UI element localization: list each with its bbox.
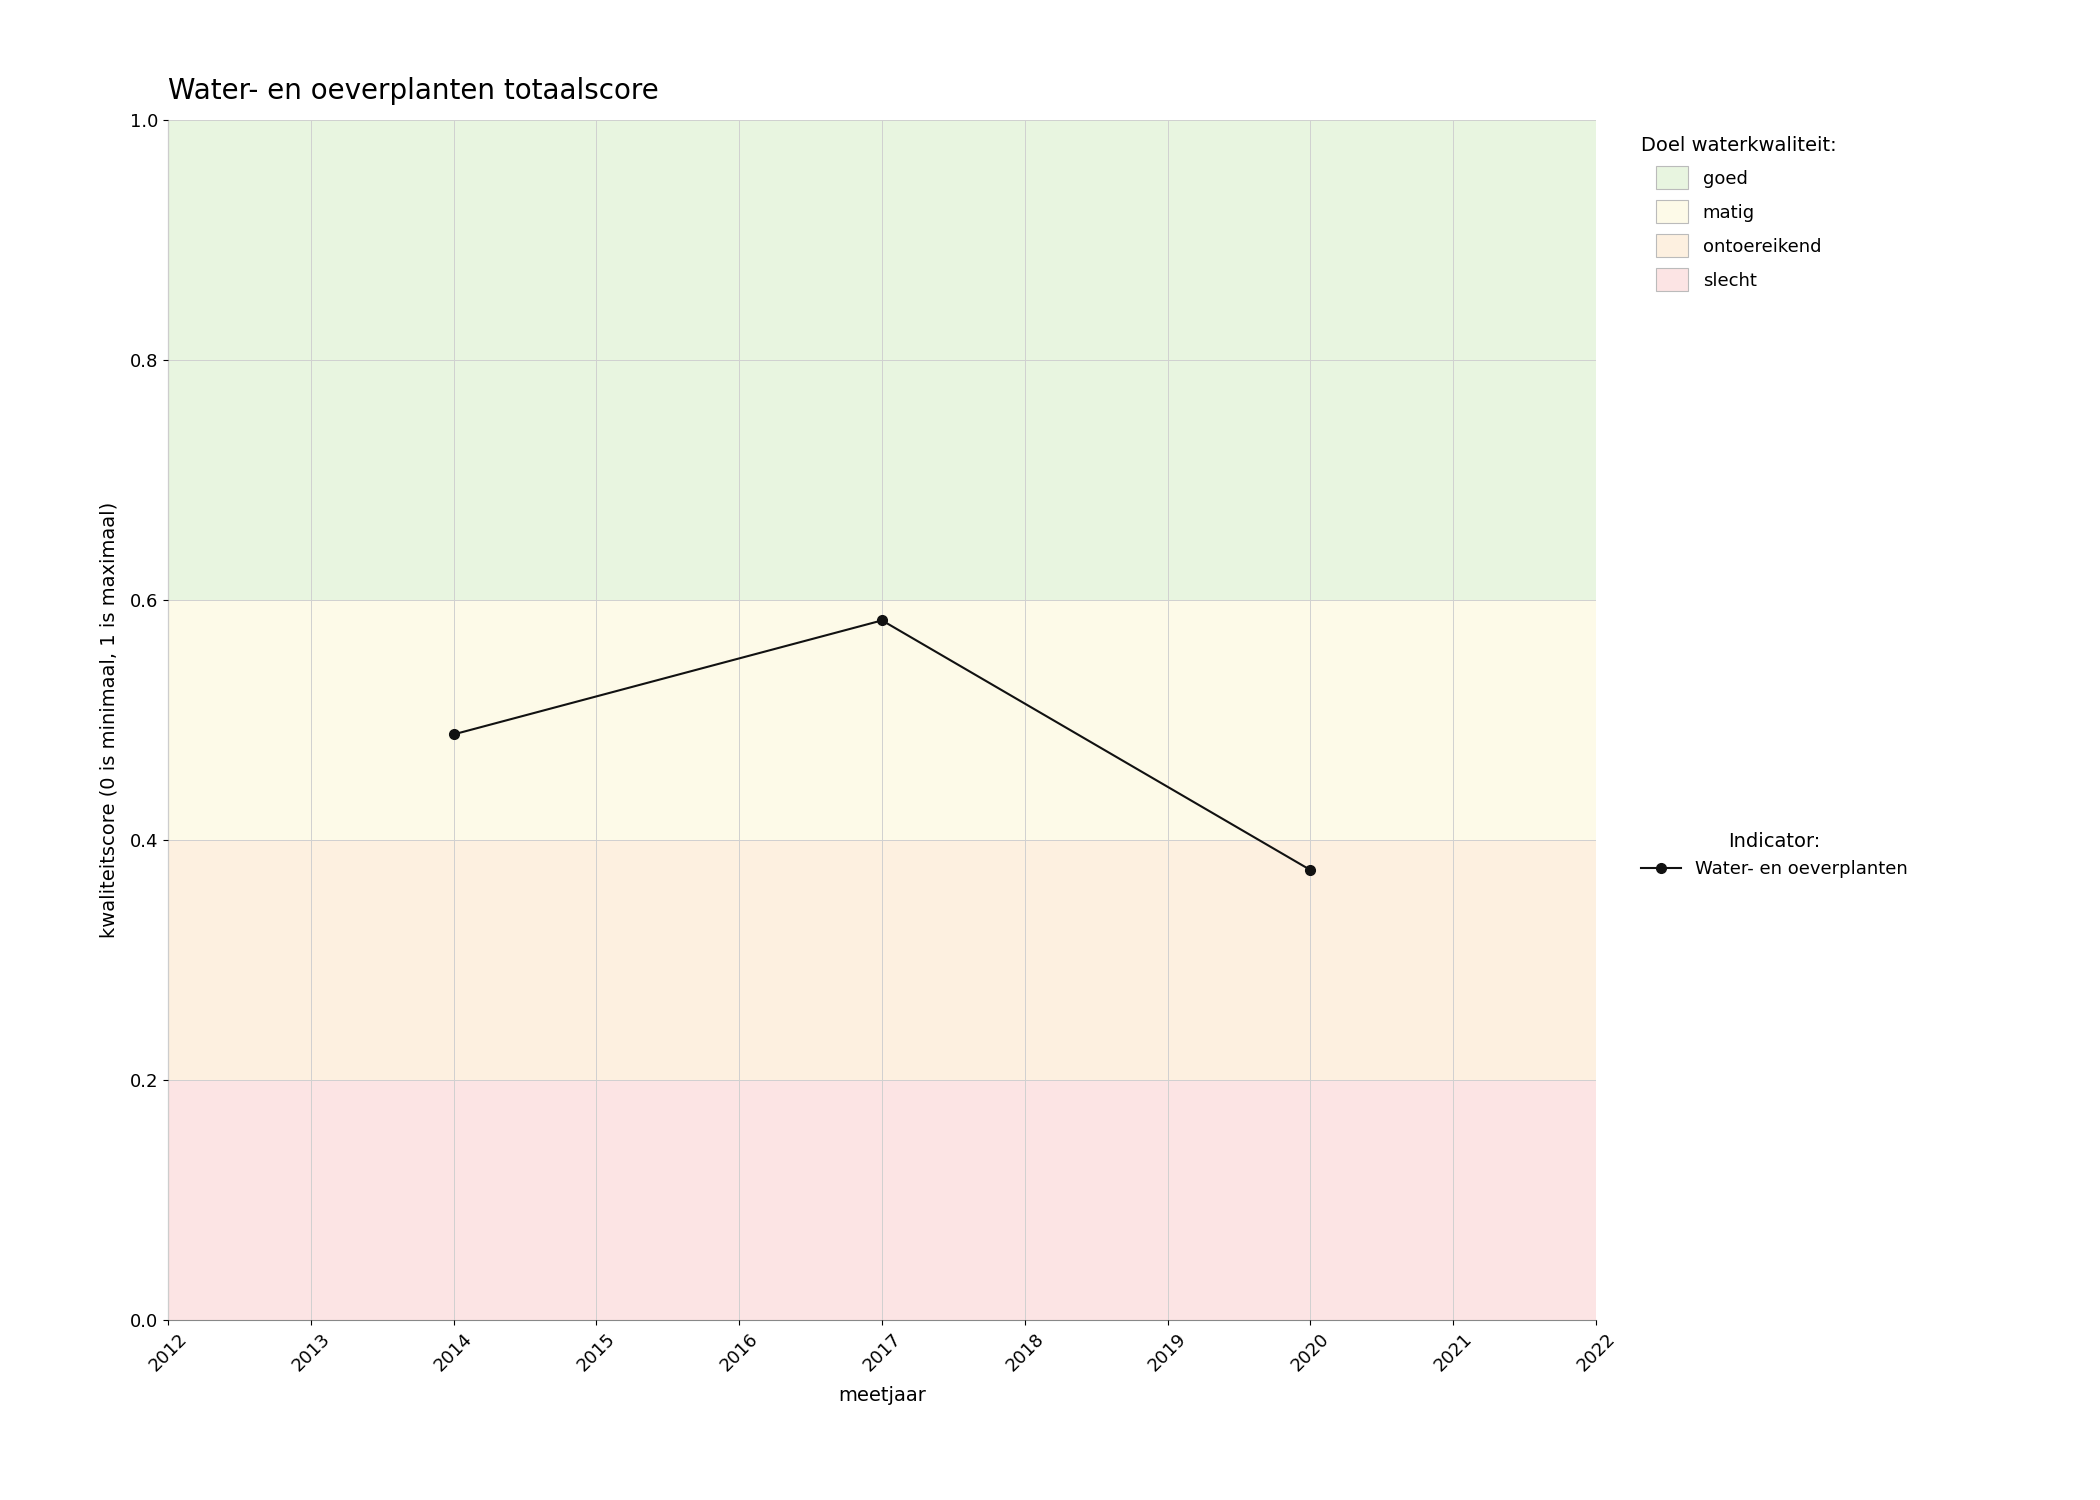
Bar [168, 840, 1596, 1080]
Bar [168, 1080, 1596, 1320]
Bar [168, 120, 1596, 600]
X-axis label: meetjaar: meetjaar [838, 1386, 926, 1406]
Y-axis label: kwaliteitscore (0 is minimaal, 1 is maximaal): kwaliteitscore (0 is minimaal, 1 is maxi… [99, 503, 120, 938]
Bar [168, 600, 1596, 840]
Text: Water- en oeverplanten totaalscore: Water- en oeverplanten totaalscore [168, 76, 659, 105]
Legend: Water- en oeverplanten: Water- en oeverplanten [1634, 825, 1915, 885]
